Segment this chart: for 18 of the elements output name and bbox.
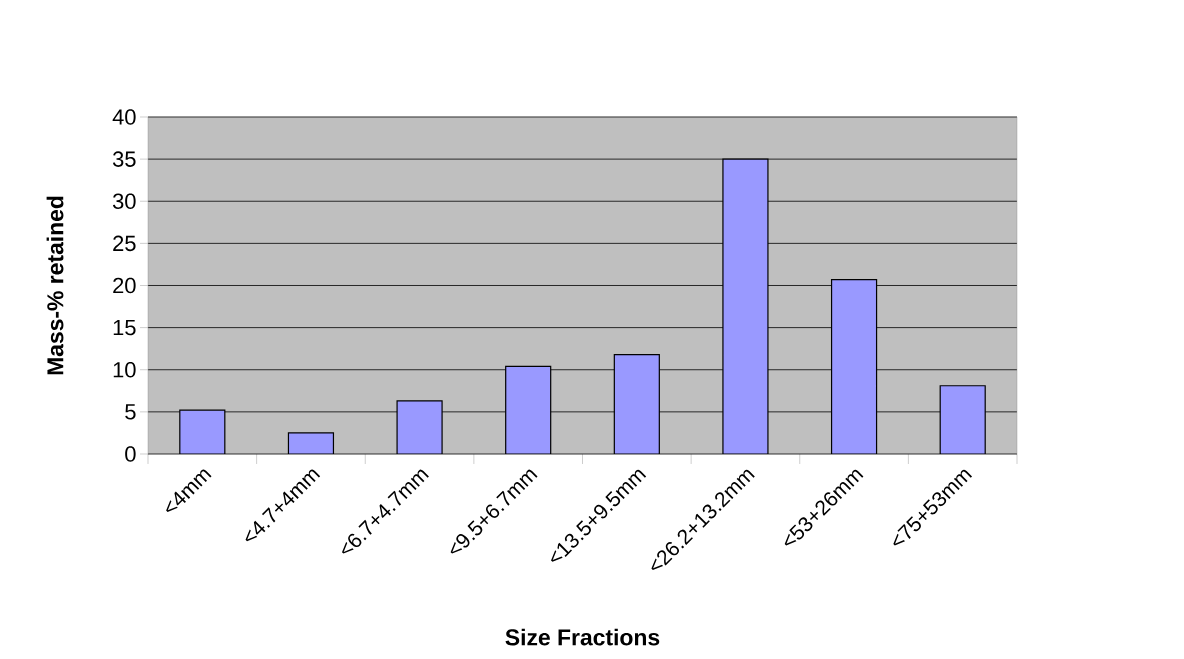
bar: [396, 400, 443, 454]
y-axis-title: Mass-% retained: [46, 196, 64, 375]
bar: [613, 353, 660, 454]
y-tick-label: 35: [112, 151, 136, 167]
y-tick-label: 30: [112, 193, 136, 209]
bar: [179, 409, 226, 454]
y-tick-label: 20: [113, 277, 136, 294]
y-tick-label: 10: [113, 361, 136, 378]
bar: [939, 385, 986, 454]
y-tick-label: 25: [113, 235, 136, 252]
x-axis-title: Size Fractions: [505, 628, 660, 646]
bar: [722, 158, 769, 454]
y-tick-label: 0: [125, 446, 136, 462]
y-tick-label: 5: [125, 404, 136, 420]
bar: [830, 278, 878, 454]
bar: [505, 365, 552, 454]
y-tick-label: 15: [113, 319, 136, 336]
y-tick-label: 40: [112, 109, 136, 125]
